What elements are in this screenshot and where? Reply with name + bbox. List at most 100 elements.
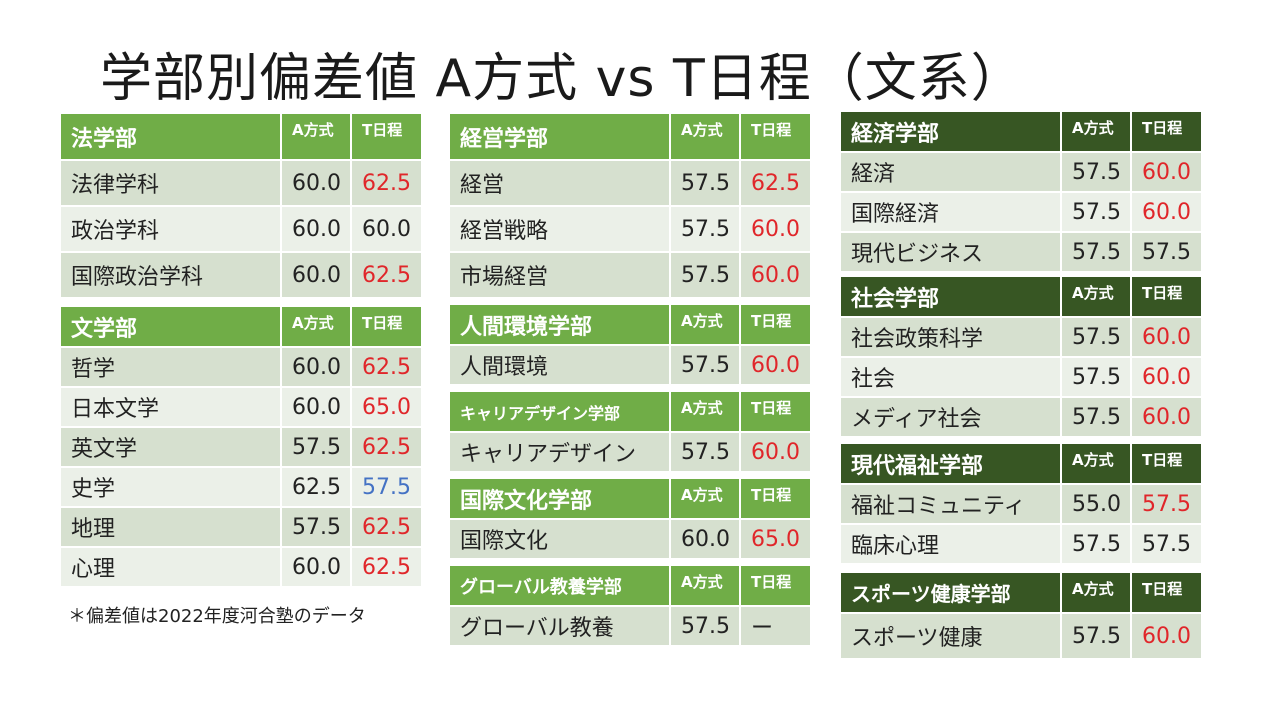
- table-row: 社会 57.5 60.0: [841, 357, 1201, 398]
- department-name: 社会: [841, 357, 1062, 398]
- header-t-schedule: T日程: [351, 307, 421, 348]
- table-row: 国際政治学科 60.0 62.5: [61, 252, 421, 299]
- department-name: 史学: [61, 467, 282, 508]
- t-schedule-score: 60.0: [740, 252, 810, 299]
- table-row: 福祉コミュニティ 55.0 57.5: [841, 484, 1201, 525]
- slide-title: 学部別偏差値 A方式 vs T日程（文系）: [100, 49, 1024, 109]
- a-method-score: 57.5: [670, 432, 741, 473]
- a-method-score: 57.5: [1061, 397, 1132, 438]
- table-row: 心理 60.0 62.5: [61, 547, 421, 588]
- footnote: ＊偏差値は2022年度河合塾のデータ: [68, 606, 366, 627]
- t-schedule-score: 62.5: [351, 427, 421, 468]
- t-schedule-score: 60.0: [1131, 357, 1201, 398]
- a-method-score: 60.0: [281, 547, 352, 588]
- a-method-score: 60.0: [281, 387, 352, 428]
- t-schedule-score: 60.0: [351, 206, 421, 253]
- table-row: 市場経営 57.5 60.0: [450, 252, 810, 299]
- t-schedule-score: 60.0: [1131, 192, 1201, 233]
- faculty-table: 法学部 A方式 T日程 法律学科 60.0 62.5 政治学科 60.0 60.0 国際政治学科 6…: [61, 114, 421, 299]
- a-method-score: 57.5: [670, 345, 741, 386]
- table-row: スポーツ健康 57.5 60.0: [841, 613, 1201, 660]
- department-name: メディア社会: [841, 397, 1062, 438]
- department-name: 社会政策科学: [841, 317, 1062, 358]
- faculty-name: 社会学部: [841, 277, 1062, 318]
- a-method-score: 60.0: [281, 206, 352, 253]
- department-name: グローバル教養: [450, 606, 671, 647]
- table-row: 史学 62.5 57.5: [61, 467, 421, 508]
- table-row: 人間環境 57.5 60.0: [450, 345, 810, 386]
- department-name: 経済: [841, 152, 1062, 193]
- department-name: 福祉コミュニティ: [841, 484, 1062, 525]
- header-t-schedule: T日程: [740, 479, 810, 520]
- t-schedule-score: 60.0: [1131, 613, 1201, 660]
- t-schedule-score: 60.0: [740, 345, 810, 386]
- table-row: 経営戦略 57.5 60.0: [450, 206, 810, 253]
- t-schedule-score: 65.0: [740, 519, 810, 560]
- column-left: 法学部 A方式 T日程 法律学科 60.0 62.5 政治学科 60.0 60.0 国際政治学科 6…: [61, 114, 421, 588]
- department-name: キャリアデザイン: [450, 432, 671, 473]
- faculty-table: 人間環境学部 A方式 T日程 人間環境 57.5 60.0: [450, 305, 810, 386]
- header-t-schedule: T日程: [1131, 444, 1201, 485]
- a-method-score: 55.0: [1061, 484, 1132, 525]
- table-row: 国際経済 57.5 60.0: [841, 192, 1201, 233]
- t-schedule-score: 60.0: [1131, 317, 1201, 358]
- table-row: 臨床心理 57.5 57.5: [841, 524, 1201, 565]
- t-schedule-score: 60.0: [1131, 152, 1201, 193]
- t-schedule-score: ー: [740, 606, 810, 647]
- a-method-score: 62.5: [281, 467, 352, 508]
- table-row: 国際文化 60.0 65.0: [450, 519, 810, 560]
- header-t-schedule: T日程: [740, 305, 810, 346]
- department-name: スポーツ健康: [841, 613, 1062, 660]
- faculty-name: 経営学部: [450, 114, 671, 161]
- table-row: グローバル教養 57.5 ー: [450, 606, 810, 647]
- department-name: 臨床心理: [841, 524, 1062, 565]
- table-row: 英文学 57.5 62.5: [61, 427, 421, 468]
- table-row: 経営 57.5 62.5: [450, 160, 810, 207]
- faculty-name: 法学部: [61, 114, 282, 161]
- faculty-name: キャリアデザイン学部: [450, 392, 671, 433]
- department-name: 市場経営: [450, 252, 671, 299]
- header-t-schedule: T日程: [1131, 277, 1201, 318]
- faculty-name: 文学部: [61, 307, 282, 348]
- a-method-score: 57.5: [1061, 357, 1132, 398]
- faculty-name: スポーツ健康学部: [841, 573, 1062, 614]
- table-row: メディア社会 57.5 60.0: [841, 397, 1201, 438]
- a-method-score: 57.5: [1061, 613, 1132, 660]
- a-method-score: 57.5: [670, 160, 741, 207]
- a-method-score: 57.5: [670, 606, 741, 647]
- department-name: 経営戦略: [450, 206, 671, 253]
- department-name: 哲学: [61, 347, 282, 388]
- faculty-table: 経営学部 A方式 T日程 経営 57.5 62.5 経営戦略 57.5 60.0 市場経営 57.5…: [450, 114, 810, 299]
- header-t-schedule: T日程: [1131, 573, 1201, 614]
- table-row: 地理 57.5 62.5: [61, 507, 421, 548]
- a-method-score: 57.5: [670, 252, 741, 299]
- header-t-schedule: T日程: [351, 114, 421, 161]
- a-method-score: 57.5: [1061, 192, 1132, 233]
- t-schedule-score: 62.5: [351, 252, 421, 299]
- a-method-score: 57.5: [670, 206, 741, 253]
- header-a-method: A方式: [1061, 573, 1132, 614]
- a-method-score: 60.0: [281, 347, 352, 388]
- column-right: 経済学部 A方式 T日程 経済 57.5 60.0 国際経済 57.5 60.0 現代ビジネス 57…: [841, 112, 1201, 660]
- department-name: 政治学科: [61, 206, 282, 253]
- department-name: 国際文化: [450, 519, 671, 560]
- a-method-score: 57.5: [1061, 152, 1132, 193]
- header-a-method: A方式: [670, 392, 741, 433]
- table-row: 政治学科 60.0 60.0: [61, 206, 421, 253]
- header-t-schedule: T日程: [740, 392, 810, 433]
- t-schedule-score: 57.5: [1131, 484, 1201, 525]
- faculty-name: グローバル教養学部: [450, 566, 671, 607]
- t-schedule-score: 57.5: [351, 467, 421, 508]
- table-row: キャリアデザイン 57.5 60.0: [450, 432, 810, 473]
- table-row: 社会政策科学 57.5 60.0: [841, 317, 1201, 358]
- a-method-score: 57.5: [1061, 232, 1132, 273]
- faculty-table: 社会学部 A方式 T日程 社会政策科学 57.5 60.0 社会 57.5 60.0 メディア社会…: [841, 277, 1201, 438]
- faculty-name: 経済学部: [841, 112, 1062, 153]
- department-name: 心理: [61, 547, 282, 588]
- faculty-name: 現代福祉学部: [841, 444, 1062, 485]
- header-a-method: A方式: [1061, 444, 1132, 485]
- department-name: 英文学: [61, 427, 282, 468]
- table-row: 経済 57.5 60.0: [841, 152, 1201, 193]
- header-t-schedule: T日程: [1131, 112, 1201, 153]
- department-name: 人間環境: [450, 345, 671, 386]
